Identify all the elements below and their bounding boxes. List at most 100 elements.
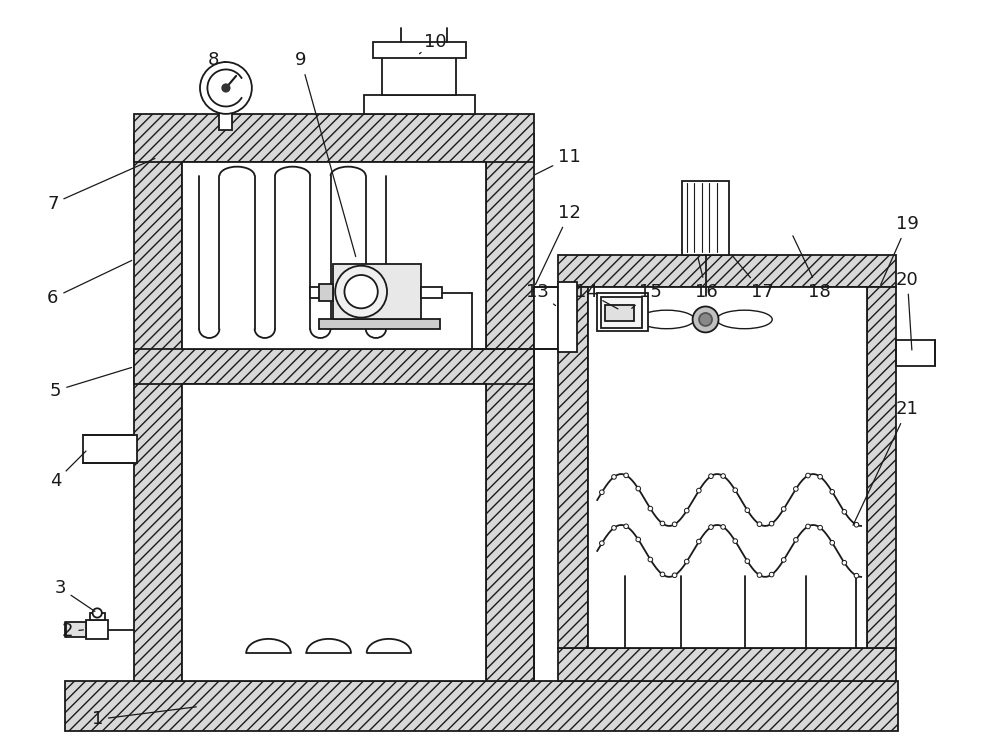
Circle shape [769, 572, 774, 577]
Bar [558, 287, 588, 648]
Bar [558, 648, 896, 680]
Circle shape [709, 525, 713, 530]
Circle shape [672, 522, 677, 526]
Circle shape [672, 573, 677, 578]
Circle shape [612, 475, 616, 479]
Circle shape [600, 541, 604, 545]
Circle shape [745, 508, 750, 512]
Bar [134, 114, 534, 162]
Bar [134, 349, 534, 384]
Text: 4: 4 [50, 451, 86, 491]
Bar [597, 292, 648, 332]
Circle shape [818, 475, 822, 479]
Circle shape [806, 473, 810, 478]
Bar [896, 340, 935, 366]
Bar [319, 320, 440, 328]
Text: 21: 21 [853, 400, 919, 525]
Bar [333, 264, 421, 320]
Text: 17: 17 [733, 256, 773, 301]
Text: 8: 8 [207, 51, 226, 69]
Circle shape [842, 509, 847, 515]
Circle shape [757, 573, 762, 578]
Bar [373, 42, 466, 58]
Circle shape [806, 524, 810, 529]
Circle shape [200, 62, 252, 114]
Bar [601, 297, 642, 328]
Text: 2: 2 [62, 622, 83, 640]
Text: 5: 5 [50, 368, 132, 400]
Text: 15: 15 [632, 283, 662, 308]
Circle shape [335, 266, 387, 317]
Circle shape [697, 488, 701, 493]
Bar [182, 162, 486, 349]
Circle shape [648, 506, 653, 511]
Text: 10: 10 [419, 33, 446, 54]
Bar [605, 304, 634, 321]
Circle shape [693, 307, 719, 332]
Bar [421, 287, 442, 298]
Ellipse shape [639, 310, 694, 328]
Bar [682, 181, 729, 255]
Bar [134, 134, 182, 680]
Bar [364, 95, 475, 114]
Bar [486, 134, 534, 680]
Circle shape [697, 539, 701, 544]
Text: 16: 16 [695, 257, 718, 301]
Bar [382, 54, 456, 95]
Circle shape [612, 526, 616, 530]
Circle shape [733, 538, 738, 544]
Text: 11: 11 [535, 148, 581, 175]
Bar [219, 106, 232, 130]
Bar [534, 287, 558, 349]
Circle shape [781, 507, 786, 512]
Bar [66, 622, 86, 637]
Text: 6: 6 [47, 260, 132, 308]
Circle shape [709, 474, 713, 478]
Circle shape [684, 560, 689, 564]
Bar [90, 613, 105, 620]
Circle shape [93, 608, 102, 617]
Circle shape [830, 541, 835, 545]
Circle shape [624, 473, 628, 478]
Circle shape [660, 521, 665, 526]
Circle shape [721, 524, 725, 530]
Bar [182, 384, 486, 680]
Text: 14: 14 [575, 283, 618, 309]
Circle shape [818, 525, 822, 530]
Circle shape [344, 275, 378, 308]
Circle shape [636, 486, 641, 491]
Circle shape [733, 488, 738, 493]
Text: 1: 1 [92, 706, 196, 728]
Text: 20: 20 [896, 271, 919, 350]
Circle shape [769, 521, 774, 526]
Bar [86, 620, 108, 639]
Circle shape [794, 487, 798, 491]
Bar [558, 283, 577, 352]
Circle shape [721, 474, 725, 478]
Circle shape [830, 490, 835, 494]
Circle shape [624, 524, 628, 529]
Bar [319, 284, 333, 301]
Bar [867, 287, 896, 648]
Circle shape [854, 523, 859, 527]
Bar [588, 287, 867, 648]
Circle shape [745, 559, 750, 563]
Circle shape [854, 573, 859, 578]
Text: 19: 19 [881, 215, 919, 284]
Text: 9: 9 [295, 51, 356, 257]
Circle shape [757, 522, 762, 526]
Bar [558, 255, 896, 287]
Circle shape [794, 538, 798, 542]
Ellipse shape [717, 310, 772, 328]
Circle shape [699, 313, 712, 326]
Bar [310, 287, 333, 298]
Text: 13: 13 [526, 283, 556, 305]
Bar [65, 680, 898, 731]
Circle shape [842, 560, 847, 565]
Circle shape [660, 572, 665, 577]
Circle shape [648, 557, 653, 562]
Circle shape [781, 557, 786, 562]
Bar [83, 435, 137, 463]
Text: 7: 7 [47, 158, 155, 213]
Text: 12: 12 [535, 204, 581, 284]
